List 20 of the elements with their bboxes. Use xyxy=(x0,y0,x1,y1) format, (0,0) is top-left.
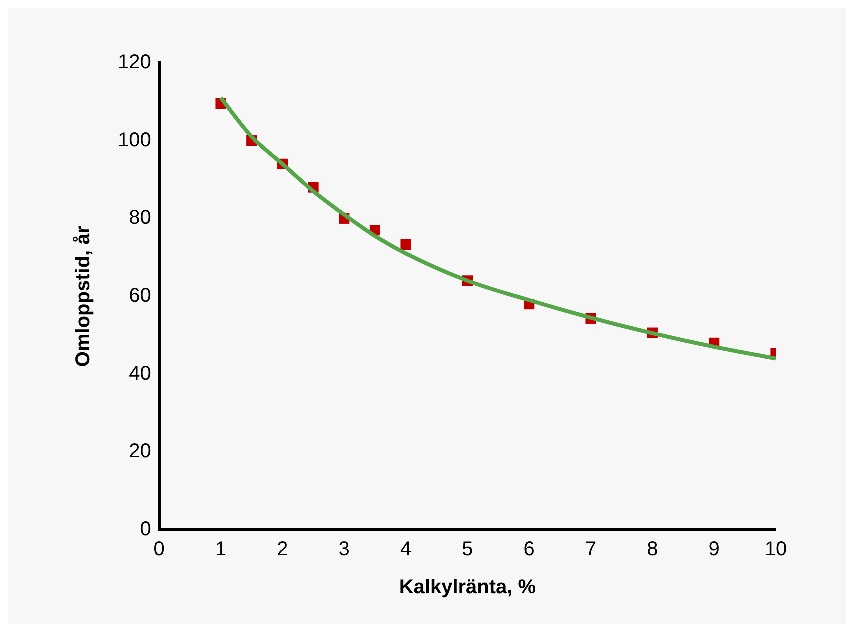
x-tick-label: 8 xyxy=(647,538,658,561)
y-tick-label: 20 xyxy=(129,440,152,463)
y-tick-label: 100 xyxy=(118,129,152,152)
y-tick-label: 60 xyxy=(129,285,152,308)
x-axis-title: Kalkylränta, % xyxy=(399,576,536,599)
x-tick-label: 1 xyxy=(215,538,227,561)
y-tick-label: 120 xyxy=(118,52,152,74)
y-tick-label: 0 xyxy=(140,518,152,541)
x-tick-label: 10 xyxy=(764,538,788,561)
y-axis-title: Omloppstid, år xyxy=(72,226,95,368)
x-tick-label: 3 xyxy=(338,538,350,561)
y-tick-label: 80 xyxy=(129,207,152,230)
x-tick-label: 6 xyxy=(524,538,535,561)
point xyxy=(400,239,412,250)
x-tick-label: 4 xyxy=(400,538,412,561)
x-tick-label: 9 xyxy=(708,538,720,561)
x-tick-label: 5 xyxy=(462,538,474,561)
x-tick-label: 2 xyxy=(277,538,288,561)
x-tick-label: 7 xyxy=(585,538,597,561)
y-tick-label: 40 xyxy=(129,362,152,385)
